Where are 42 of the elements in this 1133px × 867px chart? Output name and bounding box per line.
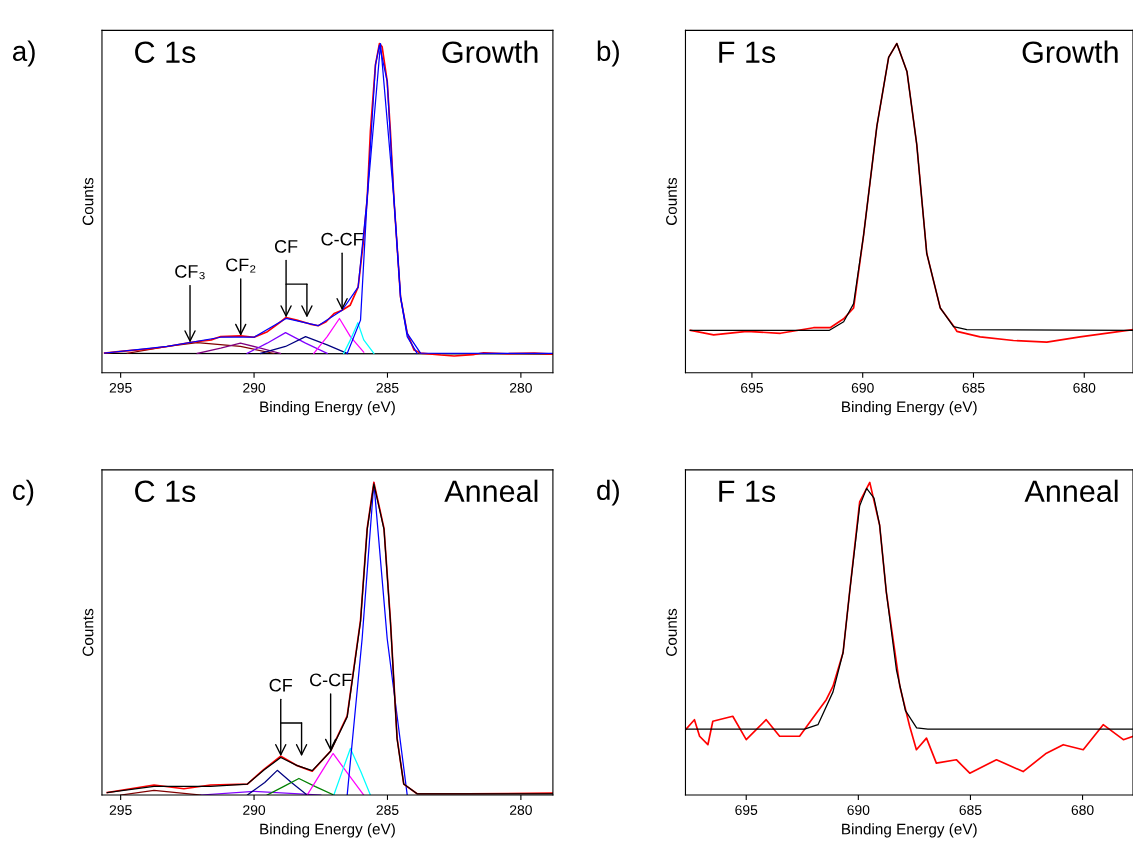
text: b) [597, 40, 619, 67]
annotation: C 1s [135, 480, 196, 503]
x-axis-title: Binding Energy (eV) [260, 401, 395, 416]
annotation: CF₃ [175, 265, 205, 280]
annotation: Growth [442, 40, 538, 64]
annotation: F 1s [719, 480, 776, 503]
annotation: CF₂ [226, 258, 256, 273]
x-axis-title: Binding Energy (eV) [260, 823, 395, 838]
annotation: F 1s [719, 41, 776, 64]
text: c) [12, 479, 34, 506]
x-tick-label: 680 [1071, 805, 1094, 815]
x-tick-label: 290 [243, 382, 266, 393]
text: d) [597, 479, 619, 506]
x-tick-label: 285 [376, 805, 399, 815]
annotation: C-CF [321, 232, 363, 246]
y-axis-title: Counts [666, 177, 677, 225]
x-tick-label: 690 [847, 805, 870, 815]
annotation: Anneal [444, 479, 538, 503]
x-tick-label: 280 [510, 805, 532, 815]
x-axis-title: Binding Energy (eV) [842, 823, 977, 838]
x-tick-label: 295 [109, 382, 132, 393]
x-tick-label: 695 [741, 382, 763, 393]
text: a) [12, 40, 35, 67]
x-axis-title: Binding Energy (eV) [842, 401, 977, 416]
x-tick-label: 685 [962, 382, 985, 393]
x-tick-label: 285 [376, 382, 399, 393]
annotation: CF [269, 678, 293, 692]
x-tick-label: 280 [510, 382, 532, 393]
x-tick-label: 680 [1073, 382, 1096, 393]
annotation: Growth [1022, 40, 1118, 64]
annotation: CF [274, 240, 298, 253]
x-tick-label: 295 [109, 805, 132, 815]
annotation: C 1s [135, 41, 196, 64]
y-axis-title: Counts [82, 608, 94, 656]
annotation: Anneal [1024, 479, 1118, 503]
y-axis-title: Counts [82, 177, 94, 225]
x-tick-label: 690 [851, 382, 874, 393]
annotation: C-CF [310, 673, 352, 687]
x-tick-label: 695 [735, 805, 758, 815]
y-axis-title: Counts [666, 608, 677, 656]
x-tick-label: 685 [959, 805, 982, 815]
x-tick-label: 290 [243, 805, 266, 815]
